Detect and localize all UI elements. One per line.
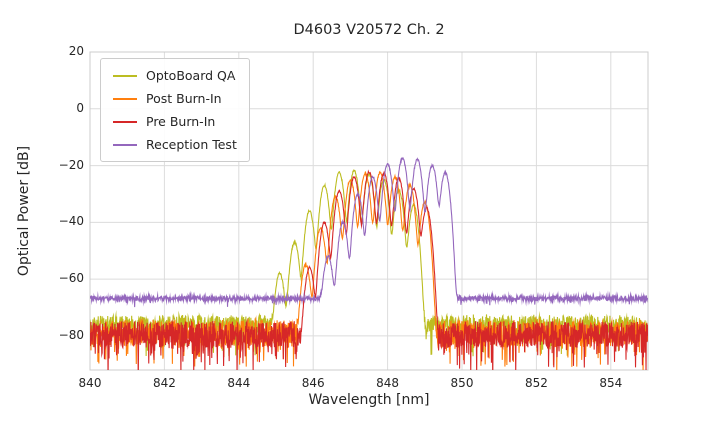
legend-line-swatch [113, 97, 137, 100]
legend-line-swatch [113, 143, 137, 146]
y-tick-label: 20 [68, 44, 84, 58]
x-tick-label: 852 [524, 376, 548, 390]
legend-item-pre-burn-in: Pre Burn-In [113, 114, 237, 129]
chart-title: D4603 V20572 Ch. 2 [293, 22, 445, 38]
legend-label: Reception Test [146, 137, 237, 152]
y-tick-label: 0 [76, 100, 84, 115]
y-tick-label: −60 [58, 271, 84, 286]
x-tick-label: 850 [450, 376, 474, 390]
x-tick-label: 846 [301, 376, 325, 390]
x-axis-label: Wavelength [nm] [308, 392, 430, 408]
x-tick-label: 840 [78, 376, 102, 390]
legend-line-swatch [113, 74, 137, 77]
legend-label: Pre Burn-In [146, 114, 216, 129]
legend-label: OptoBoard QA [146, 68, 236, 83]
x-tick-label: 848 [376, 376, 400, 390]
legend-line-swatch [113, 120, 137, 123]
y-tick-label: −80 [58, 327, 84, 342]
y-tick-label: −40 [58, 214, 84, 229]
y-tick-label: −20 [58, 157, 84, 172]
legend-item-reception-test: Reception Test [113, 137, 237, 152]
legend-item-post-burn-in: Post Burn-In [113, 91, 237, 106]
legend-item-optoboard-qa: OptoBoard QA [113, 68, 237, 83]
x-tick-label: 844 [227, 376, 251, 390]
x-tick-label: 854 [599, 376, 623, 390]
legend-label: Post Burn-In [146, 91, 222, 106]
x-tick-label: 842 [152, 376, 176, 390]
legend: OptoBoard QA Post Burn-In Pre Burn-In Re… [100, 58, 250, 162]
